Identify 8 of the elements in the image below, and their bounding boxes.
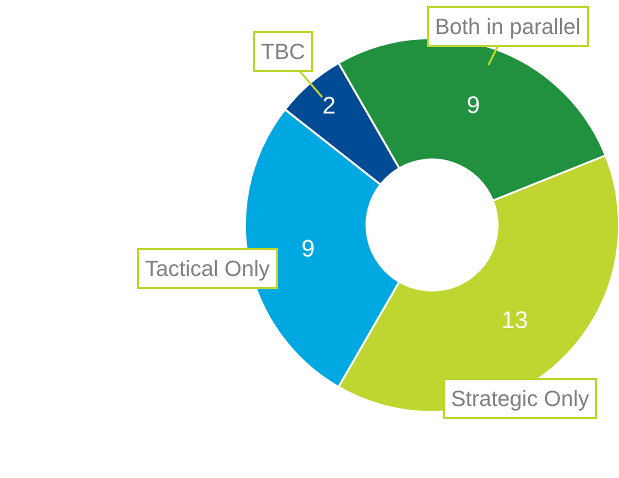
slice-label: TBC xyxy=(261,39,306,64)
data-label: 9 xyxy=(301,235,315,262)
data-label: 13 xyxy=(501,306,528,334)
data-label: 9 xyxy=(466,92,480,120)
slice-label: Strategic Only xyxy=(451,386,590,411)
slice-label: Tactical Only xyxy=(145,256,270,281)
slice-label: Both in parallel xyxy=(435,14,581,39)
data-label: 2 xyxy=(322,92,336,120)
